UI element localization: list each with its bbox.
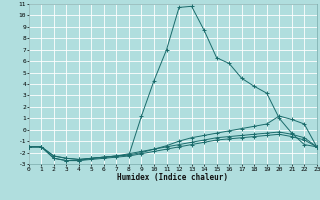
X-axis label: Humidex (Indice chaleur): Humidex (Indice chaleur) — [117, 173, 228, 182]
